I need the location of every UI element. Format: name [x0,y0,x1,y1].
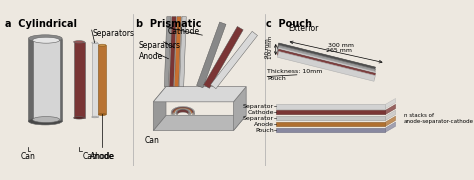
Polygon shape [276,104,385,109]
Text: Anode: Anode [139,52,163,61]
Text: Pouch: Pouch [267,76,286,81]
Text: 300 mm: 300 mm [328,43,354,48]
Polygon shape [180,17,186,87]
Polygon shape [177,110,188,115]
Polygon shape [277,45,375,75]
Polygon shape [277,47,375,77]
Polygon shape [197,22,226,88]
Polygon shape [164,17,171,87]
Polygon shape [99,45,106,114]
Text: Anode: Anode [254,122,274,127]
Ellipse shape [28,118,62,125]
Text: 90 mm: 90 mm [265,38,270,58]
Polygon shape [174,17,181,87]
Ellipse shape [33,37,60,43]
Bar [73,42,84,118]
Polygon shape [210,31,257,89]
Polygon shape [153,115,246,130]
Ellipse shape [33,117,60,123]
Ellipse shape [28,35,62,42]
Polygon shape [153,87,246,102]
Polygon shape [276,122,385,126]
Polygon shape [169,17,176,87]
Text: Separators: Separators [139,41,181,50]
Text: b  Prismatic: b Prismatic [137,19,202,29]
Polygon shape [176,109,190,115]
Polygon shape [173,107,193,115]
Ellipse shape [73,41,84,43]
Text: Separator: Separator [243,104,274,109]
Polygon shape [385,104,396,114]
Text: Separator: Separator [243,116,274,121]
Polygon shape [277,51,375,81]
Text: Cathode: Cathode [247,110,274,115]
Text: Separators: Separators [92,29,135,38]
Polygon shape [234,87,246,130]
Polygon shape [385,98,396,109]
Text: Cathode: Cathode [82,152,115,161]
Ellipse shape [99,113,106,116]
Ellipse shape [73,117,84,119]
Text: c  Pouch: c Pouch [266,19,312,29]
Polygon shape [276,110,385,114]
Polygon shape [385,122,396,132]
Polygon shape [171,106,195,115]
Polygon shape [276,116,385,120]
Ellipse shape [99,44,106,46]
Text: a  Cylindrical: a Cylindrical [5,19,77,29]
Polygon shape [173,108,192,115]
Polygon shape [277,43,375,73]
Text: 100 mm: 100 mm [268,36,273,59]
Text: Cathode: Cathode [168,27,200,36]
Text: Anode: Anode [90,152,114,161]
Bar [28,39,62,121]
Text: n stacks of
anode-separator-cathode: n stacks of anode-separator-cathode [404,113,474,124]
Ellipse shape [91,42,98,44]
Bar [33,40,60,120]
Polygon shape [203,26,243,88]
Text: Pouch: Pouch [255,128,274,133]
Text: Can: Can [144,136,159,145]
Polygon shape [277,49,375,79]
Polygon shape [385,116,396,126]
Ellipse shape [91,116,98,118]
Polygon shape [153,87,166,130]
Polygon shape [276,128,385,132]
Text: Exterior: Exterior [288,24,319,33]
Polygon shape [385,110,396,120]
Text: Can: Can [21,152,36,161]
Polygon shape [91,43,98,117]
Polygon shape [175,108,191,115]
Text: 265 mm: 265 mm [326,48,352,53]
Text: Thickness: 10mm: Thickness: 10mm [267,69,323,74]
